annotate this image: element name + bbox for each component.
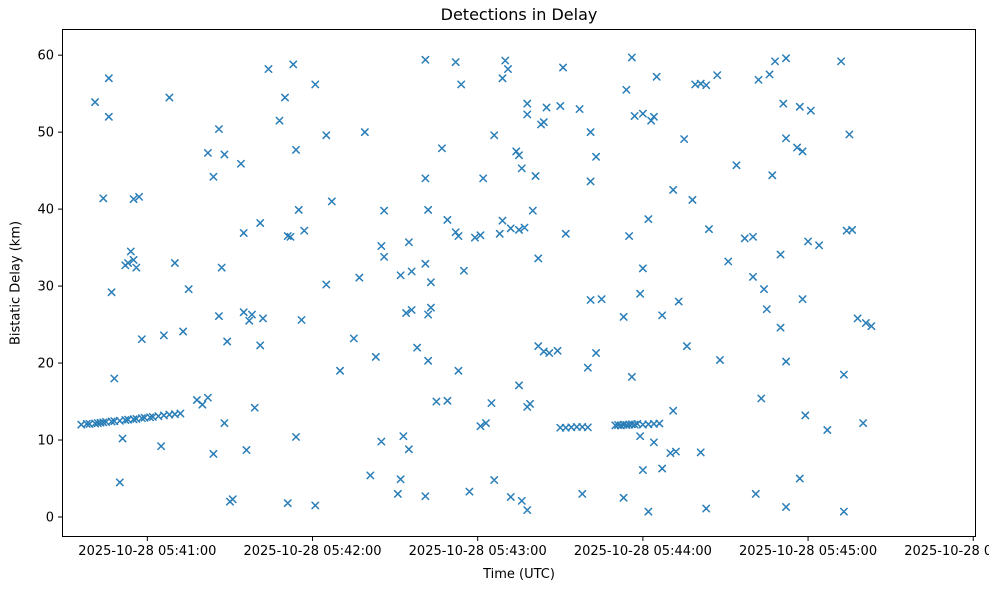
y-tick-label: 20 bbox=[37, 357, 54, 372]
y-tick-label: 30 bbox=[37, 280, 54, 295]
x-tick-label: 2025-10-28 05:45:00 bbox=[739, 544, 877, 559]
y-tick-label: 60 bbox=[37, 49, 54, 64]
y-tick-label: 0 bbox=[46, 510, 54, 525]
axes-frame bbox=[62, 29, 976, 537]
chart-title: Detections in Delay bbox=[440, 5, 598, 24]
x-axis-label: Time (UTC) bbox=[483, 567, 555, 582]
x-tick-label: 2025-10-28 05:42:00 bbox=[243, 544, 381, 559]
x-tick-label: 2025-10-28 05:41:00 bbox=[78, 544, 216, 559]
x-tick-label: 2025-10-28 05:46:00 bbox=[904, 544, 989, 559]
y-axis-label: Bistatic Delay (km) bbox=[8, 220, 24, 346]
y-tick-label: 50 bbox=[37, 126, 54, 141]
y-tick-label: 40 bbox=[37, 203, 54, 218]
scatter-points bbox=[77, 53, 876, 516]
x-tick-label: 2025-10-28 05:44:00 bbox=[574, 544, 712, 559]
x-tick-label: 2025-10-28 05:43:00 bbox=[409, 544, 547, 559]
y-tick-label: 10 bbox=[37, 434, 54, 449]
